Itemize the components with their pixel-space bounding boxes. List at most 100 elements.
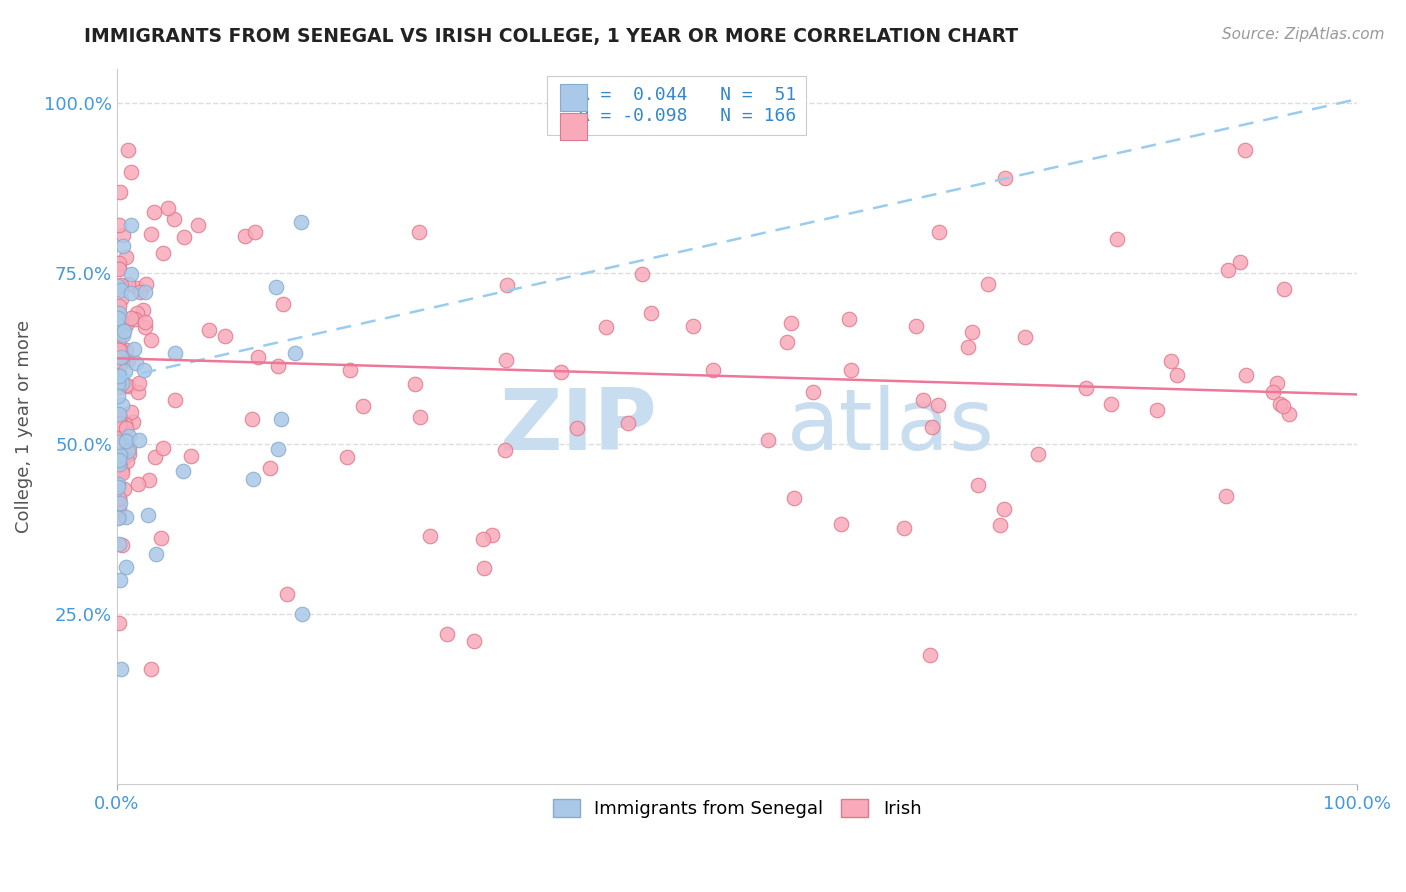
Legend: Immigrants from Senegal, Irish: Immigrants from Senegal, Irish — [546, 792, 928, 825]
Point — [172, 464, 194, 478]
Point — [108, 299, 131, 313]
Point — [960, 325, 983, 339]
Point — [682, 319, 704, 334]
Point — [128, 376, 150, 390]
Point — [267, 442, 290, 456]
Point — [107, 369, 129, 384]
Point — [108, 306, 131, 320]
Point — [112, 228, 135, 243]
Point — [472, 561, 495, 575]
Point — [956, 340, 979, 354]
Point — [124, 356, 146, 370]
Point — [108, 491, 131, 505]
Point — [1268, 397, 1291, 411]
Point — [111, 239, 134, 253]
Point — [108, 510, 131, 524]
Point — [120, 164, 142, 178]
Point — [152, 245, 174, 260]
Text: Source: ZipAtlas.com: Source: ZipAtlas.com — [1222, 27, 1385, 42]
Point — [267, 359, 290, 374]
Point — [1263, 384, 1285, 399]
Point — [110, 320, 132, 334]
Point — [495, 277, 517, 292]
Point — [108, 218, 131, 232]
Point — [780, 317, 803, 331]
Point — [108, 318, 131, 333]
Point — [108, 458, 131, 472]
Point — [904, 319, 927, 334]
Point — [419, 529, 441, 543]
Point — [291, 607, 314, 621]
Point — [132, 303, 155, 318]
Point — [107, 453, 129, 467]
Point — [284, 346, 307, 360]
Point — [1265, 376, 1288, 390]
Point — [107, 476, 129, 491]
Point — [352, 399, 374, 413]
Point — [1272, 282, 1295, 296]
Point — [115, 318, 138, 332]
Point — [139, 227, 162, 241]
Point — [107, 435, 129, 450]
Point — [110, 278, 132, 293]
Point — [290, 215, 312, 229]
Point — [108, 368, 131, 383]
Point — [117, 144, 139, 158]
Point — [108, 380, 131, 394]
Point — [134, 315, 156, 329]
Point — [838, 312, 860, 326]
Point — [108, 320, 131, 334]
Point — [1026, 447, 1049, 461]
Point — [108, 457, 131, 471]
Point — [115, 560, 138, 574]
Point — [135, 277, 157, 292]
Point — [108, 423, 131, 437]
Point — [756, 433, 779, 447]
Point — [436, 627, 458, 641]
Point — [108, 615, 131, 630]
Point — [108, 359, 131, 373]
Point — [180, 449, 202, 463]
FancyBboxPatch shape — [560, 113, 586, 140]
Y-axis label: College, 1 year or more: College, 1 year or more — [15, 320, 32, 533]
Point — [143, 450, 166, 464]
Point — [128, 433, 150, 447]
Point — [163, 211, 186, 226]
Point — [108, 496, 131, 510]
Point — [112, 450, 135, 465]
Point — [108, 573, 131, 587]
Point — [145, 547, 167, 561]
Point — [481, 528, 503, 542]
Point — [803, 385, 825, 400]
Point — [702, 363, 724, 377]
Point — [136, 508, 159, 522]
Point — [240, 412, 263, 426]
Point — [107, 537, 129, 551]
Point — [124, 311, 146, 326]
Point — [1160, 354, 1182, 368]
Point — [271, 297, 294, 311]
Point — [111, 417, 134, 431]
Point — [920, 648, 942, 662]
Point — [110, 449, 132, 463]
Point — [125, 281, 148, 295]
Point — [242, 472, 264, 486]
Point — [107, 479, 129, 493]
Point — [110, 343, 132, 357]
Point — [120, 219, 142, 233]
Point — [893, 521, 915, 535]
Point — [108, 260, 131, 275]
Point — [495, 353, 517, 368]
Point — [107, 407, 129, 421]
Point — [928, 226, 950, 240]
Point — [156, 201, 179, 215]
Point — [107, 311, 129, 326]
Point — [141, 661, 163, 675]
Point — [108, 457, 131, 471]
Point — [118, 429, 141, 443]
Point — [111, 537, 134, 551]
Point — [118, 441, 141, 455]
Point — [214, 328, 236, 343]
Point — [115, 434, 138, 449]
Point — [927, 398, 949, 412]
